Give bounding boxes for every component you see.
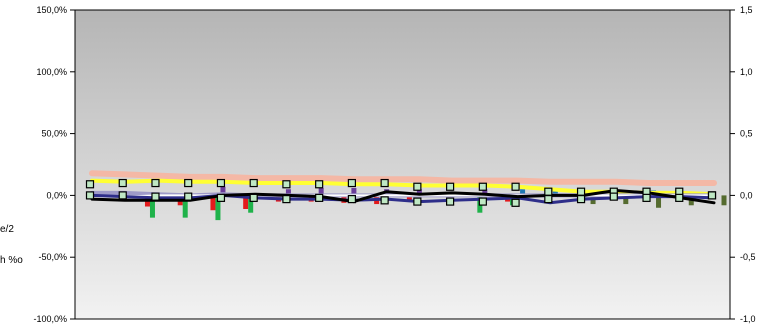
marker-2 — [576, 195, 586, 204]
marker-2 — [85, 191, 95, 200]
markers — [85, 178, 717, 207]
plot-area — [74, 9, 731, 320]
right-tick-label: 0,0 — [740, 190, 753, 200]
marker-2 — [216, 193, 226, 202]
marker-1 — [282, 180, 291, 189]
left-tick-label: -50,0% — [38, 252, 67, 262]
marker-1 — [118, 178, 127, 188]
marker-2 — [282, 195, 291, 204]
marker-2 — [642, 193, 651, 202]
right-tick-label: 1,0 — [740, 67, 753, 77]
left-axis: 150,0% 100,0% 50,0% 0,0% -50,0% -100,0% — [33, 5, 75, 324]
right-tick-label: -0,5 — [740, 252, 756, 262]
marker-1 — [478, 182, 487, 191]
marker-2 — [118, 191, 127, 200]
marker-2 — [151, 192, 160, 201]
line-series-1 — [89, 170, 717, 186]
bar-1 — [406, 195, 412, 202]
marker-2 — [544, 195, 553, 204]
left-tick-label: 0,0% — [46, 190, 67, 200]
marker-1 — [216, 178, 226, 188]
marker-2 — [315, 193, 324, 202]
right-axis: 1,5 1,0 0,5 0,0 -0,5 -1,0 — [730, 5, 756, 324]
bar-3 — [416, 189, 422, 196]
side-label-1: e/2 — [0, 224, 14, 235]
bar-5 — [623, 195, 629, 205]
bar-3 — [285, 189, 291, 196]
left-tick-label: 150,0% — [36, 5, 67, 15]
marker-2 — [609, 192, 618, 201]
marker-2 — [511, 198, 520, 207]
right-tick-label: 1,5 — [740, 5, 753, 15]
bar-1 — [210, 195, 216, 211]
left-tick-label: 50,0% — [41, 129, 67, 139]
marker-1 — [151, 178, 160, 188]
bar-2 — [149, 195, 155, 218]
marker-2 — [675, 193, 684, 202]
bar-4 — [552, 189, 558, 196]
marker-2 — [347, 195, 356, 204]
marker-2 — [184, 192, 193, 201]
marker-1 — [347, 178, 356, 188]
marker-1 — [249, 178, 258, 188]
left-tick-label: -100,0% — [33, 314, 67, 324]
bar-5 — [656, 195, 662, 208]
marker-2 — [413, 197, 422, 206]
bar-5 — [721, 195, 727, 206]
bar-3 — [318, 187, 324, 196]
bar-2 — [215, 195, 221, 221]
bar-2 — [182, 195, 188, 218]
marker-1 — [511, 182, 520, 191]
marker-1 — [380, 178, 389, 188]
marker-2 — [380, 196, 389, 205]
marker-1 — [85, 180, 95, 189]
bar-3 — [220, 186, 226, 196]
bar-3 — [351, 187, 357, 196]
marker-1 — [315, 180, 324, 189]
bar-1 — [243, 195, 249, 209]
right-tick-label: -1,0 — [740, 314, 756, 324]
bar-3 — [482, 189, 488, 196]
marker-2 — [707, 191, 717, 200]
left-tick-label: 100,0% — [36, 67, 67, 77]
marker-2 — [446, 197, 455, 206]
marker-1 — [184, 178, 193, 188]
bar-4 — [520, 189, 526, 196]
side-label-2: h %o — [0, 255, 23, 266]
right-tick-label: 0,5 — [740, 129, 753, 139]
marker-1 — [576, 187, 586, 196]
marker-1 — [413, 182, 422, 191]
marker-2 — [478, 197, 487, 206]
marker-1 — [544, 187, 553, 196]
marker-2 — [249, 193, 258, 202]
marker-1 — [446, 182, 455, 191]
bar-2 — [248, 195, 254, 213]
